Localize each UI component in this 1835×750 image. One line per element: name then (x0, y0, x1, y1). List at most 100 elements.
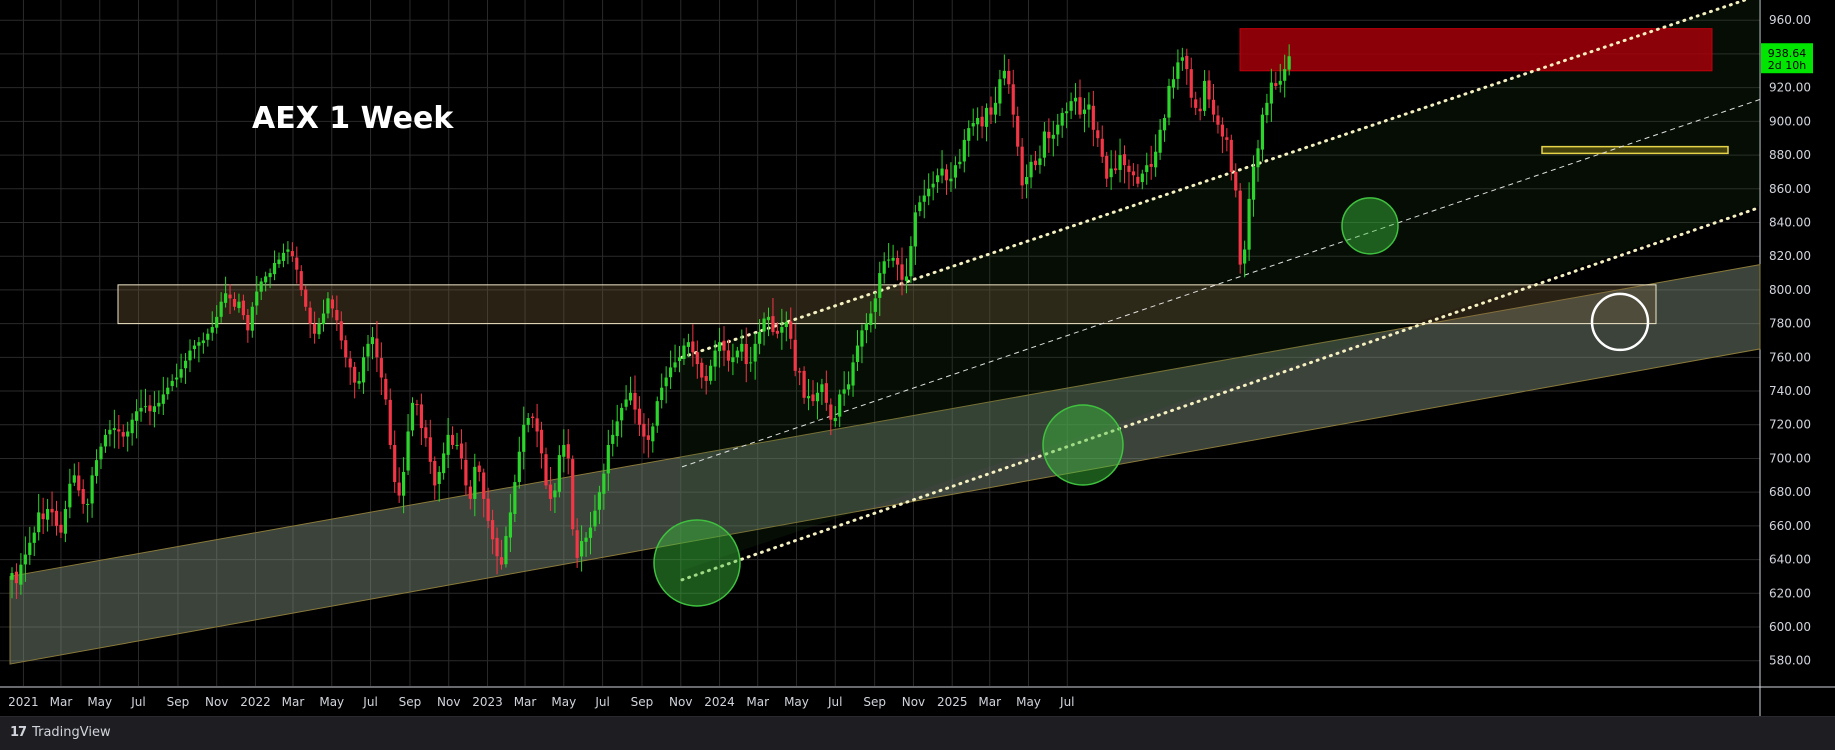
x-tick-label: Mar (282, 695, 305, 709)
candle-body (464, 459, 468, 486)
candle-body (1167, 85, 1171, 118)
y-tick-label: 860.00 (1769, 182, 1811, 196)
candle-body (709, 365, 713, 381)
candle-body (762, 318, 766, 332)
candle-body (192, 345, 197, 350)
candle-body (1220, 124, 1224, 137)
candle-body (317, 323, 321, 335)
candle-body (112, 428, 116, 431)
time-axis[interactable]: 2021 Mar May Jul Sep Nov 2022 Mar May Jul Sep Nov 20… (8, 695, 1074, 709)
candle-body (940, 168, 944, 176)
candle-body (14, 571, 19, 584)
candle-body (798, 371, 802, 373)
candle-body (446, 434, 450, 455)
candle-body (224, 293, 228, 303)
candle-body (620, 407, 624, 421)
candle-body (655, 401, 659, 426)
candle-body (299, 271, 303, 290)
candle-body (232, 299, 237, 307)
candle-body (295, 257, 299, 270)
candle-body (789, 321, 793, 339)
candle-body (281, 252, 286, 261)
candle-body (255, 291, 259, 306)
candle-body (1185, 55, 1189, 70)
candlestick-chart[interactable]: 580.00 600.00 620.00 640.00 660.00 680.00 700.… (0, 0, 1835, 716)
candle-body (1025, 176, 1029, 185)
candle-body (37, 512, 41, 533)
candle-body (998, 79, 1002, 104)
y-tick-label: 880.00 (1769, 148, 1811, 162)
chart-overlays (9, 0, 1762, 665)
candle-body (513, 482, 517, 514)
candle-body (806, 396, 811, 399)
candle-body (161, 394, 165, 404)
candle-body (32, 532, 36, 543)
candle-body (606, 444, 610, 474)
candle-body (103, 434, 108, 447)
candle-body (900, 264, 904, 280)
x-tick-label: May (551, 695, 576, 709)
candle-body (744, 344, 748, 365)
candle-body (433, 460, 437, 486)
candle-body (984, 107, 989, 127)
mid-trend-line (681, 98, 1761, 468)
candle-body (175, 377, 179, 380)
candle-body (1069, 101, 1073, 111)
x-tick-label: May (319, 695, 344, 709)
candle-body (313, 323, 317, 334)
candle-body (219, 301, 223, 317)
candle-body (891, 257, 895, 261)
candle-body (1216, 115, 1220, 125)
candle-body (326, 298, 330, 314)
candle-body (1203, 80, 1207, 111)
candle-body (19, 564, 23, 585)
candle-body (602, 473, 606, 494)
chart-title: AEX 1 Week (252, 101, 454, 136)
candle-body (704, 376, 708, 381)
candle-body (197, 342, 201, 346)
x-tick-label: Mar (746, 695, 769, 709)
candle-body (135, 411, 139, 421)
candle-body (321, 313, 326, 325)
x-tick-label: Nov (205, 695, 228, 709)
candle-body (944, 169, 949, 181)
y-tick-label: 960.00 (1769, 13, 1811, 27)
candle-body (677, 357, 682, 362)
candle-body (28, 542, 32, 555)
candle-body (393, 445, 397, 483)
candle-body (913, 212, 917, 247)
y-tick-label: 920.00 (1769, 81, 1811, 95)
green-circle-highlight (1341, 197, 1399, 255)
candle-body (735, 350, 739, 358)
x-tick-label: 2021 (8, 695, 39, 709)
candle-body (206, 333, 210, 340)
candle-body (126, 431, 130, 437)
candle-body (1176, 62, 1180, 79)
candle-body (713, 350, 717, 367)
candle-body (72, 475, 76, 483)
candle-body (1047, 131, 1051, 139)
candle-body (535, 418, 539, 432)
candle-body (415, 404, 419, 406)
candle-body (651, 426, 655, 442)
candles (10, 44, 1291, 599)
candle-body (366, 343, 370, 357)
candle-body (402, 471, 406, 496)
x-tick-label: Mar (50, 695, 73, 709)
candle-body (59, 524, 63, 533)
candle-body (77, 475, 81, 491)
candle-body (931, 183, 935, 188)
candle-body (775, 330, 779, 334)
candle-body (851, 362, 855, 386)
candle-body (388, 399, 392, 445)
candle-body (642, 423, 646, 437)
candle-body (241, 300, 245, 316)
candle-body (526, 418, 530, 425)
tradingview-brand[interactable]: 17 TradingView (10, 725, 111, 740)
candle-body (361, 357, 366, 383)
candle-body (152, 406, 156, 412)
y-tick-label: 620.00 (1769, 586, 1811, 600)
candle-body (673, 362, 677, 368)
candle-body (584, 537, 588, 542)
